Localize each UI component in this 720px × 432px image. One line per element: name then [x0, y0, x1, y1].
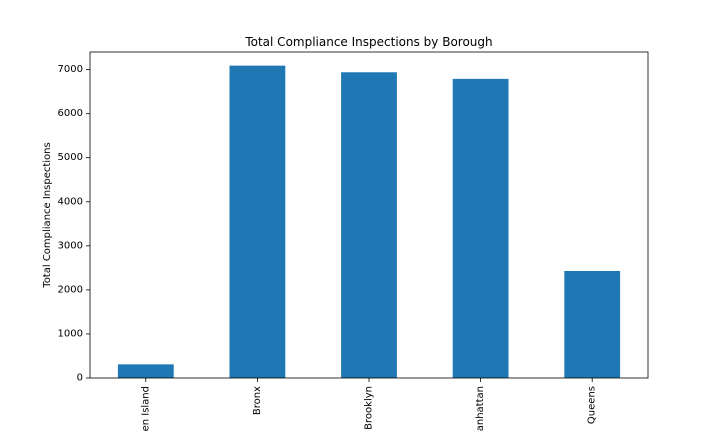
y-tick-label-7: 7000 [58, 64, 83, 75]
bar-3 [452, 78, 509, 378]
x-tick-label-1: Bronx [252, 386, 263, 415]
bar-0 [117, 364, 174, 378]
y-axis-ticks: 0 1000 2000 3000 4000 5000 6000 7000 [58, 64, 90, 384]
bar-4 [564, 270, 621, 378]
x-tick-label-0: en Island [140, 386, 151, 431]
y-tick-label-0: 0 [77, 373, 83, 384]
x-tick-label-3: anhattan [475, 386, 486, 431]
y-axis-label: Total Compliance Inspections [42, 142, 53, 288]
y-tick-label-6: 6000 [58, 108, 83, 119]
x-tick-label-2: Brooklyn [364, 386, 375, 430]
x-axis-ticks: en Island Bronx Brooklyn anhattan Queens [140, 378, 598, 431]
chart-title: Total Compliance Inspections by Borough [244, 35, 492, 49]
y-tick-label-1: 1000 [58, 328, 83, 339]
y-tick-label-2: 2000 [58, 284, 83, 295]
plot-area-frame [89, 51, 649, 379]
y-tick-label-4: 4000 [58, 196, 83, 207]
y-tick-label-5: 5000 [58, 152, 83, 163]
bars-group [117, 65, 621, 379]
y-tick-label-3: 3000 [58, 240, 83, 251]
bar-2 [341, 72, 397, 378]
bar-1 [229, 65, 286, 379]
x-tick-label-4: Queens [587, 386, 598, 424]
